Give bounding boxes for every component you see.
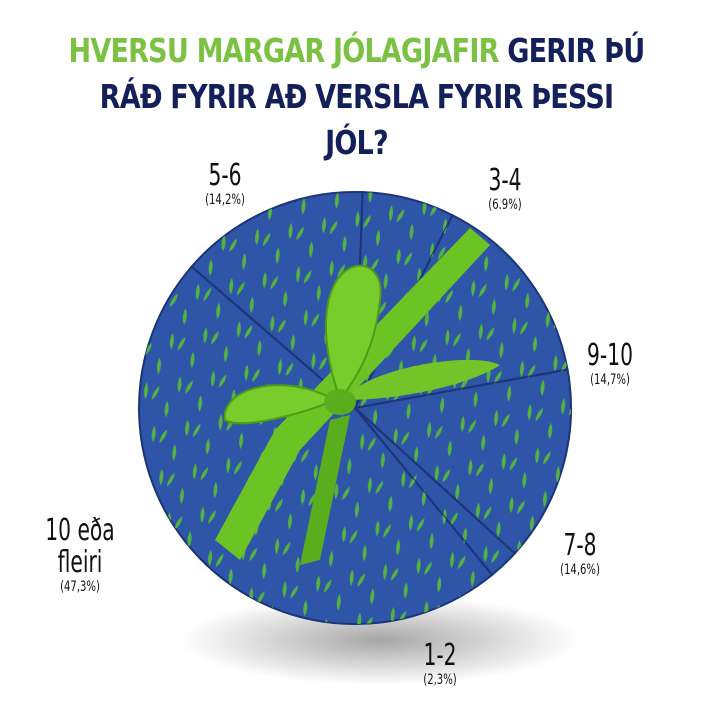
slice-category: 10 eða fleiri	[45, 513, 115, 580]
slice-category: 9-10	[587, 338, 633, 373]
slice-category: 7-8	[563, 528, 597, 563]
slice-percent: (47,3%)	[60, 579, 100, 595]
slice-percent: (14,2%)	[205, 192, 245, 208]
slice-label: 9-10 (14,7%)	[530, 338, 690, 389]
slice-percent: (14,6%)	[560, 562, 600, 578]
slice-label: 7-8 (14,6%)	[500, 528, 660, 579]
slice-percent: (2,3%)	[423, 672, 457, 688]
slice-category: 5-6	[208, 158, 242, 193]
pie-slice	[355, 408, 515, 575]
slice-label: 3-4 (6.9%)	[425, 163, 585, 214]
slice-label: 5-6 (14,2%)	[145, 158, 305, 209]
box-shadow	[180, 595, 580, 685]
title-line2: RÁÐ FYRIR AÐ VERSLA FYRIR ÞESSI JÓL?	[99, 77, 614, 162]
pie-slice	[355, 369, 571, 554]
pie-slice	[191, 192, 363, 408]
slice-category: 1-2	[423, 638, 457, 673]
ribbon	[215, 228, 500, 565]
chart-title: HVERSU MARGAR JÓLAGJAFIR GERIR ÞÚ RÁÐ FY…	[64, 28, 649, 166]
title-rest: GERIR ÞÚ	[507, 31, 645, 70]
pie-slice	[355, 215, 568, 408]
slice-percent: (6.9%)	[488, 197, 522, 213]
slice-category: 3-4	[488, 163, 522, 198]
slice-percent: (14,7%)	[590, 372, 630, 388]
slice-label: 10 eða fleiri (47,3%)	[0, 513, 160, 596]
slice-label: 1-2 (2,3%)	[360, 638, 520, 689]
title-highlight: HVERSU MARGAR JÓLAGJAFIR	[68, 31, 500, 70]
